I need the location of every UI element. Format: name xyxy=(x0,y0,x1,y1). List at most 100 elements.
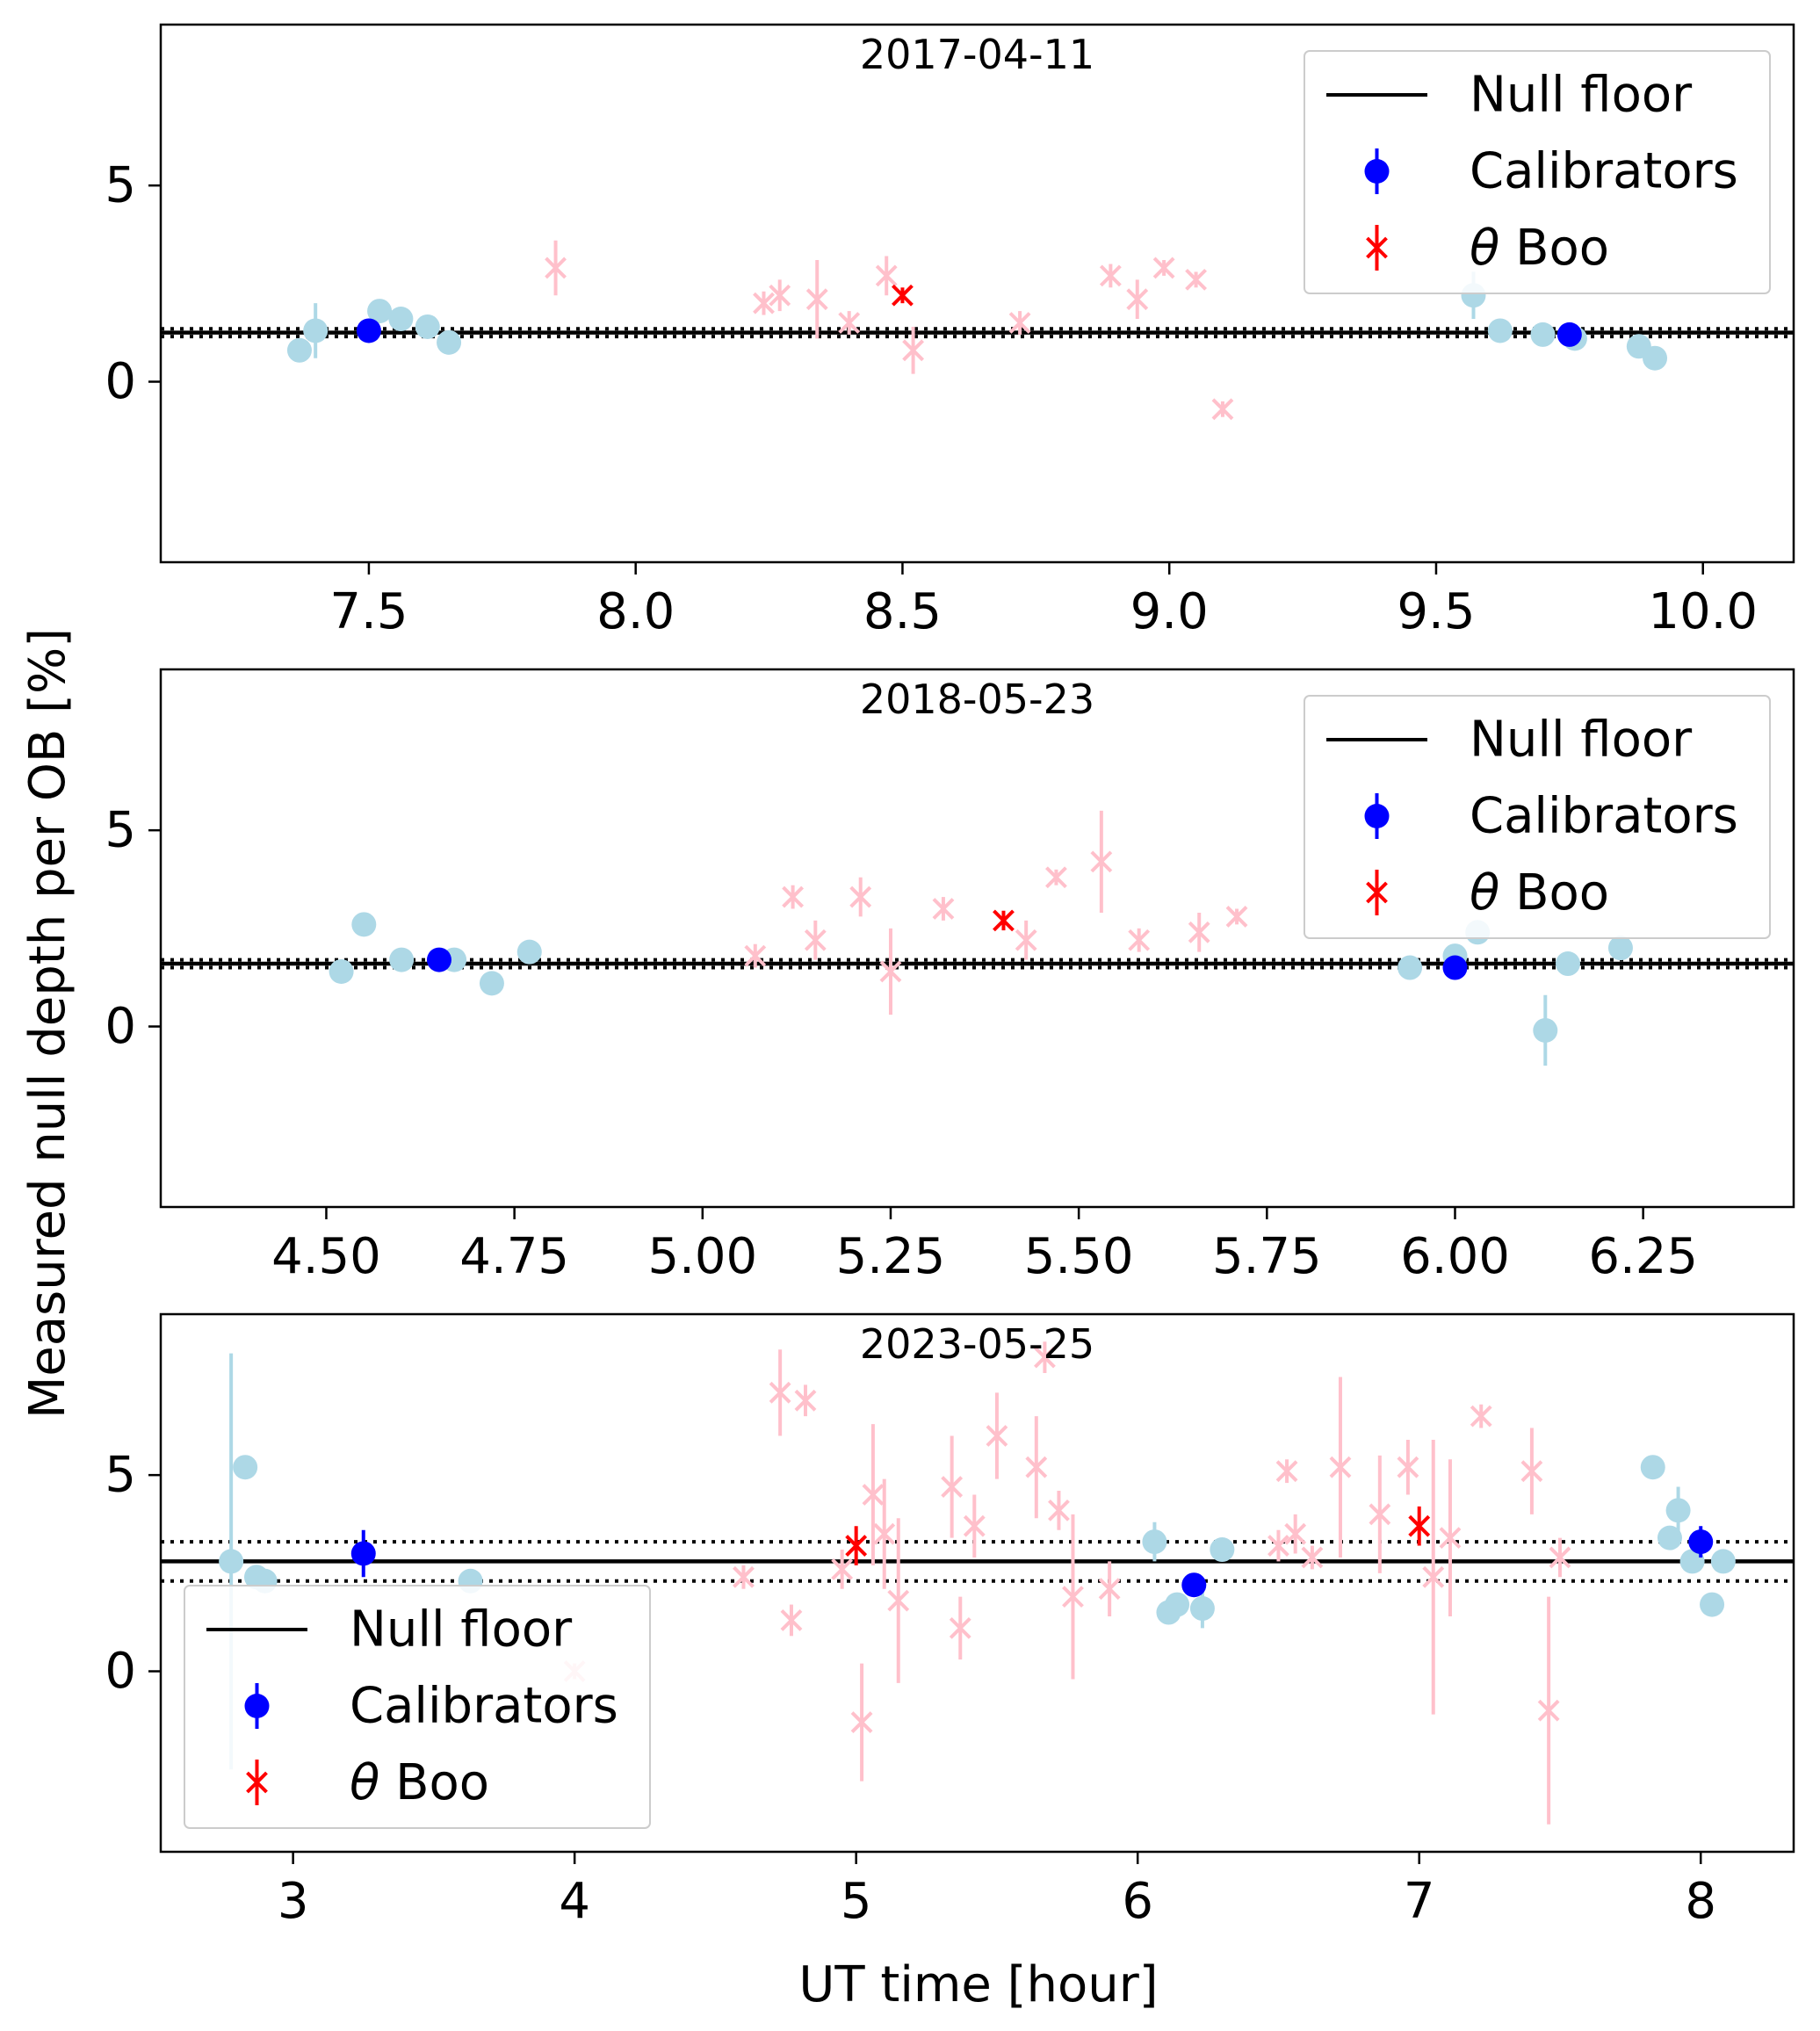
x-marker xyxy=(782,885,805,908)
point-marker xyxy=(1533,1017,1558,1043)
x-marker-stroke xyxy=(1062,1586,1084,1608)
x-marker xyxy=(1549,1546,1571,1569)
x-marker xyxy=(932,898,955,920)
x-marker xyxy=(794,1389,817,1412)
axes-frame xyxy=(159,668,1795,1209)
panel-3: 2023-05-25 3 4 5 6 7 8 0 5 Null floor Calibrators θ… xyxy=(105,1312,1795,1930)
data-point-calibrator-faint xyxy=(1700,1592,1725,1617)
panel-2: 2018-05-23 4.50 4.75 5.00 5.25 5.50 5.75 6.00 6.… xyxy=(105,668,1795,1285)
x-tick-label: 6 xyxy=(1122,1873,1153,1930)
point-marker xyxy=(1442,955,1468,980)
legend-label-target-symbol: θ xyxy=(350,1754,379,1811)
data-point-target-faint xyxy=(941,1435,964,1538)
data-point-calibrator-faint xyxy=(329,958,354,984)
data-point-target-faint xyxy=(1284,1514,1307,1554)
data-point-target-faint xyxy=(873,1478,896,1589)
data-point-target-faint xyxy=(1015,920,1037,960)
data-point-calibrator-faint xyxy=(1679,1549,1705,1574)
data-point-target xyxy=(845,1526,868,1565)
legend-label-null-floor: Null floor xyxy=(1470,712,1693,769)
x-marker-stroke xyxy=(1225,906,1248,928)
data-point-target-faint xyxy=(794,1384,817,1417)
x-marker xyxy=(850,1711,873,1733)
point-marker xyxy=(389,947,415,972)
data-point-target-faint xyxy=(1268,1529,1289,1562)
data-point-target-faint xyxy=(780,1604,803,1637)
legend-label-target: θ Boo xyxy=(350,1754,489,1811)
x-marker xyxy=(753,292,775,314)
legend-label-null-floor: Null floor xyxy=(1470,67,1693,124)
x-marker xyxy=(862,1484,885,1506)
x-marker-stroke xyxy=(1090,850,1113,873)
x-marker xyxy=(1048,1499,1070,1521)
x-marker-stroke xyxy=(733,1565,755,1588)
x-tick-label: 8.0 xyxy=(596,583,675,640)
x-marker xyxy=(780,1609,803,1631)
x-marker-stroke xyxy=(941,1476,964,1498)
data-point-calibrator-faint xyxy=(1487,318,1513,343)
x-marker-stroke xyxy=(1301,1546,1324,1569)
data-point-target-faint xyxy=(1188,912,1210,952)
x-marker-stroke xyxy=(1369,1503,1391,1526)
legend: Null floor Calibrators θ Boo xyxy=(1304,50,1771,294)
panel-title: 2023-05-25 xyxy=(860,1320,1094,1368)
series-target-faint xyxy=(563,1341,1571,1825)
x-marker-stroke xyxy=(949,1616,971,1639)
data-point-calibrator-faint xyxy=(479,971,504,996)
x-marker xyxy=(1126,288,1149,311)
y-tick-label: 0 xyxy=(105,998,136,1055)
point-marker xyxy=(1555,951,1580,977)
x-marker-stroke xyxy=(1126,288,1149,311)
x-marker xyxy=(873,1522,896,1545)
legend-label-target-name: Boo xyxy=(379,1754,489,1811)
legend: Null floor Calibrators θ Boo xyxy=(184,1585,651,1829)
x-marker-stroke xyxy=(1439,1527,1462,1550)
y-tick-label: 0 xyxy=(105,1643,136,1700)
point-marker xyxy=(1607,936,1633,961)
x-tick-label: 3 xyxy=(278,1873,309,1930)
legend-entry-null-floor: Null floor xyxy=(1326,712,1693,769)
data-point-calibrator-faint xyxy=(415,314,440,339)
point-marker xyxy=(1530,322,1556,347)
data-point-target-faint xyxy=(1062,1514,1084,1680)
x-marker xyxy=(941,1476,964,1498)
legend-label-target-name: Boo xyxy=(1499,864,1609,922)
point-marker xyxy=(1657,1525,1682,1550)
data-point-calibrator-faint xyxy=(1165,1592,1190,1617)
legend-label-target-symbol: θ xyxy=(1470,864,1499,922)
x-tick-label: 4.50 xyxy=(271,1228,381,1285)
x-marker xyxy=(1397,1456,1419,1478)
point-marker xyxy=(1398,955,1423,980)
point-marker xyxy=(1679,1549,1705,1574)
x-marker xyxy=(733,1565,755,1588)
point-marker xyxy=(1665,1498,1691,1523)
legend-handle-marker xyxy=(1364,804,1390,828)
x-tick-label: 7 xyxy=(1404,1873,1435,1930)
series-target xyxy=(993,909,1015,932)
x-marker-stroke xyxy=(1098,1578,1121,1601)
x-tick-label: 9.5 xyxy=(1397,583,1475,640)
x-marker xyxy=(993,909,1015,932)
x-axis-label: UT time [hour] xyxy=(798,1956,1158,2013)
x-marker-stroke xyxy=(1408,1514,1431,1537)
data-point-calibrator xyxy=(1442,955,1468,980)
data-point-calibrator-faint xyxy=(1640,1455,1665,1480)
legend-handle-marker xyxy=(246,1771,268,1794)
data-point-calibrator-faint xyxy=(367,299,393,324)
legend-entry-null-floor: Null floor xyxy=(1326,67,1693,124)
data-point-target-faint xyxy=(831,1550,854,1589)
x-marker-stroke xyxy=(838,312,861,334)
point-marker xyxy=(426,947,451,972)
data-point-calibrator xyxy=(1181,1572,1207,1598)
x-marker xyxy=(1268,1535,1289,1557)
data-point-calibrator-faint xyxy=(1533,994,1558,1066)
data-point-calibrator-faint xyxy=(233,1455,258,1480)
x-marker-stroke xyxy=(1397,1456,1419,1478)
x-marker xyxy=(1045,866,1067,889)
x-marker-stroke xyxy=(845,1535,868,1557)
x-marker xyxy=(769,1381,791,1404)
data-point-calibrator-faint xyxy=(437,329,462,355)
data-point-target-faint xyxy=(849,877,872,917)
legend-entry-calibrators: Calibrators xyxy=(244,1678,618,1735)
data-point-target-faint xyxy=(804,920,827,960)
